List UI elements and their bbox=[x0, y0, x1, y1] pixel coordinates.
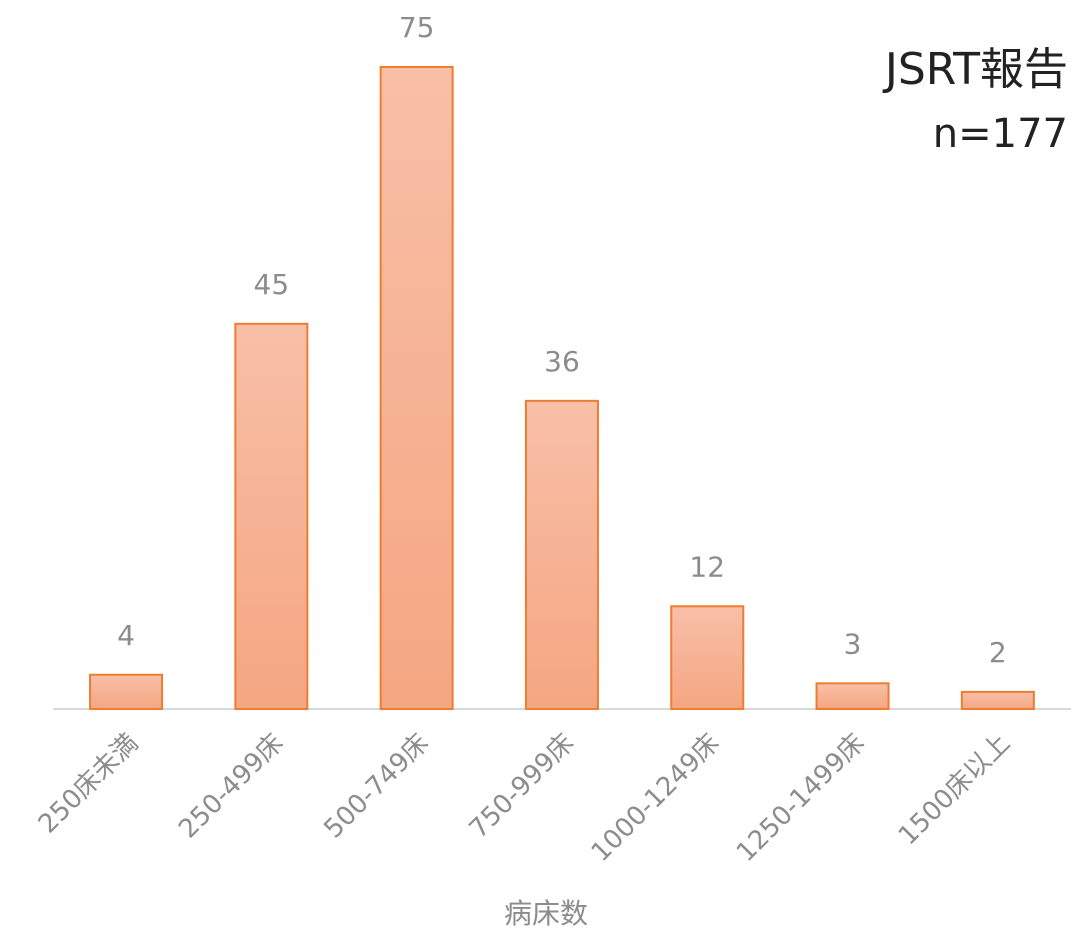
bar bbox=[234, 322, 309, 710]
data-label: 4 bbox=[117, 619, 135, 652]
x-tick-label: 1500床以上 bbox=[893, 728, 1016, 851]
bar bbox=[89, 673, 164, 711]
bar bbox=[960, 690, 1035, 711]
data-label: 12 bbox=[689, 550, 725, 583]
bar bbox=[815, 682, 890, 711]
x-tick-label: 1000-1249床 bbox=[586, 728, 726, 868]
bar bbox=[379, 66, 454, 710]
chart-subtitle: n=177 bbox=[933, 111, 1068, 157]
x-tick-label: 250-499床 bbox=[173, 728, 289, 844]
x-tick-label: 1250-1499床 bbox=[731, 728, 871, 868]
data-label: 36 bbox=[544, 345, 580, 378]
data-label: 2 bbox=[989, 636, 1007, 669]
x-tick-label: 750-999床 bbox=[464, 728, 580, 844]
bar bbox=[524, 399, 599, 710]
data-label: 3 bbox=[844, 627, 862, 660]
chart-title: JSRT報告 bbox=[882, 44, 1068, 95]
data-label: 45 bbox=[254, 268, 290, 301]
bar bbox=[670, 605, 745, 711]
x-axis-title: 病床数 bbox=[504, 897, 588, 930]
x-tick-label: 250床未満 bbox=[33, 728, 144, 839]
x-tick-label: 500-749床 bbox=[318, 728, 434, 844]
data-label: 75 bbox=[399, 11, 435, 44]
